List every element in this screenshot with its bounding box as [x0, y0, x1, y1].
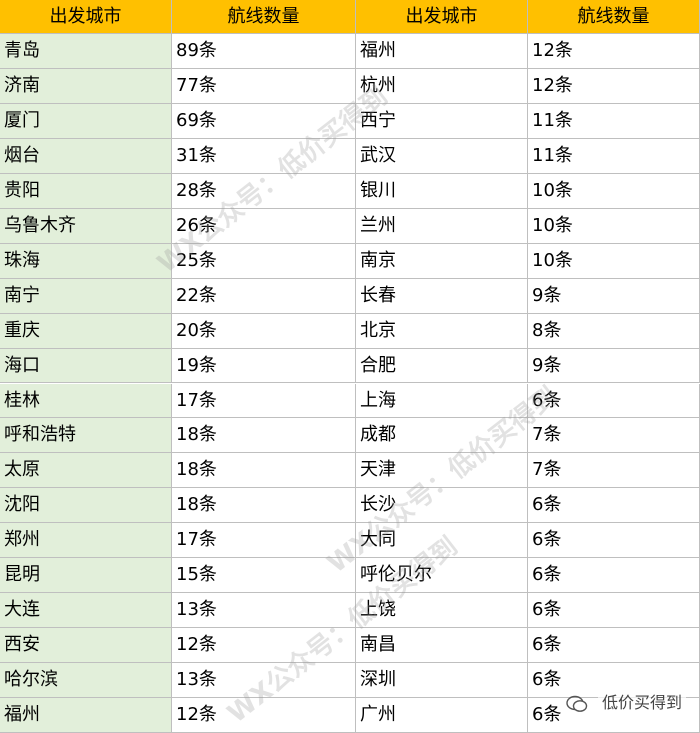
city: 西宁	[356, 103, 528, 139]
route-count: 69条	[172, 103, 356, 139]
route-count: 19条	[172, 348, 356, 384]
route-count: 13条	[172, 663, 356, 699]
city: 乌鲁木齐	[0, 208, 172, 244]
route-count: 7条	[528, 453, 700, 489]
city: 昆明	[0, 558, 172, 594]
city: 深圳	[356, 663, 528, 699]
route-count: 12条	[528, 34, 700, 69]
route-count: 28条	[172, 173, 356, 209]
route-count: 31条	[172, 138, 356, 174]
city: 上海	[356, 383, 528, 419]
city: 北京	[356, 313, 528, 349]
header-cell: 出发城市	[0, 0, 172, 34]
route-count: 9条	[528, 348, 700, 384]
route-count: 22条	[172, 278, 356, 314]
city: 福州	[0, 698, 172, 733]
city: 重庆	[0, 313, 172, 349]
route-count: 6条	[528, 488, 700, 524]
city: 杭州	[356, 68, 528, 104]
header-cell: 航线数量	[528, 0, 700, 34]
city: 珠海	[0, 243, 172, 279]
city: 福州	[356, 34, 528, 69]
route-count: 89条	[172, 34, 356, 69]
city: 上饶	[356, 593, 528, 629]
city: 青岛	[0, 34, 172, 69]
route-count: 11条	[528, 103, 700, 139]
route-count: 6条	[528, 523, 700, 559]
city: 沈阳	[0, 488, 172, 524]
route-count: 15条	[172, 558, 356, 594]
city: 南宁	[0, 278, 172, 314]
city: 大同	[356, 523, 528, 559]
route-count: 6条	[528, 593, 700, 629]
route-count: 7条	[528, 418, 700, 454]
city: 厦门	[0, 103, 172, 139]
route-count: 18条	[172, 418, 356, 454]
city: 天津	[356, 453, 528, 489]
route-count: 8条	[528, 313, 700, 349]
route-count: 17条	[172, 383, 356, 419]
city: 南京	[356, 243, 528, 279]
route-count: 17条	[172, 523, 356, 559]
city: 西安	[0, 628, 172, 664]
city: 呼和浩特	[0, 418, 172, 454]
city: 大连	[0, 593, 172, 629]
route-count: 6条	[528, 558, 700, 594]
city: 烟台	[0, 138, 172, 174]
city: 武汉	[356, 138, 528, 174]
city: 成都	[356, 418, 528, 454]
wechat-icon	[566, 695, 588, 712]
route-count: 13条	[172, 593, 356, 629]
city: 济南	[0, 68, 172, 104]
route-count: 18条	[172, 453, 356, 489]
city: 哈尔滨	[0, 663, 172, 699]
route-count: 26条	[172, 208, 356, 244]
header-cell: 出发城市	[356, 0, 528, 34]
city: 海口	[0, 348, 172, 384]
route-count: 10条	[528, 243, 700, 279]
city: 太原	[0, 453, 172, 489]
route-count: 18条	[172, 488, 356, 524]
city: 呼伦贝尔	[356, 558, 528, 594]
city: 广州	[356, 698, 528, 733]
city: 郑州	[0, 523, 172, 559]
city: 南昌	[356, 628, 528, 664]
route-count: 12条	[528, 68, 700, 104]
city: 银川	[356, 173, 528, 209]
city: 长春	[356, 278, 528, 314]
route-count: 10条	[528, 208, 700, 244]
header-cell: 航线数量	[172, 0, 356, 34]
city: 兰州	[356, 208, 528, 244]
route-count: 12条	[172, 698, 356, 733]
route-count: 6条	[528, 628, 700, 664]
route-count: 11条	[528, 138, 700, 174]
route-count: 20条	[172, 313, 356, 349]
city: 合肥	[356, 348, 528, 384]
route-count: 25条	[172, 243, 356, 279]
route-count: 77条	[172, 68, 356, 104]
route-count: 10条	[528, 173, 700, 209]
city: 桂林	[0, 383, 172, 419]
route-count: 12条	[172, 628, 356, 664]
city: 长沙	[356, 488, 528, 524]
city: 贵阳	[0, 173, 172, 209]
badge-text: 低价买得到	[597, 687, 686, 715]
route-count: 9条	[528, 278, 700, 314]
